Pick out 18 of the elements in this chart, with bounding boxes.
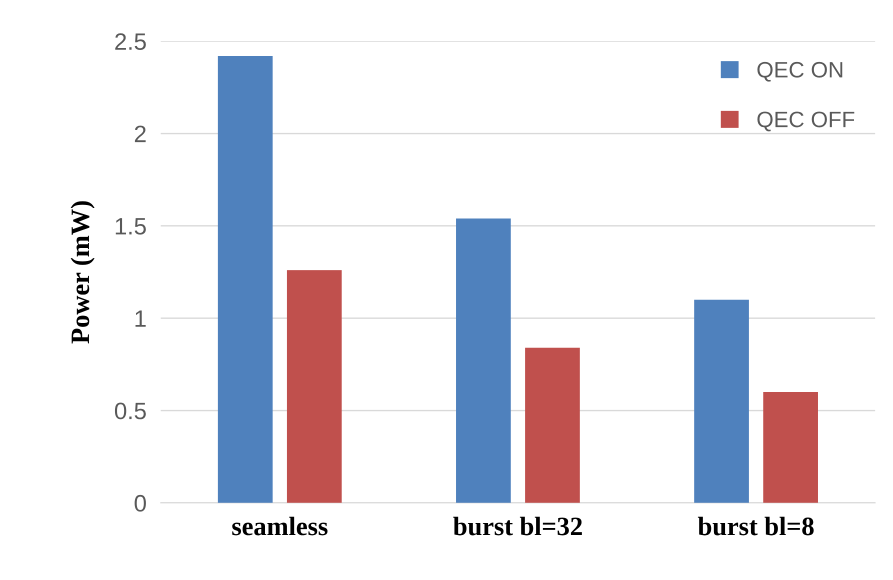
x-tick-label: burst bl=32 (453, 516, 582, 536)
bar (763, 392, 818, 503)
bar (525, 348, 580, 503)
x-tick-label: burst bl=8 (698, 516, 814, 536)
y-tick-label: 1.5 (116, 218, 146, 235)
y-tick-label: 0.5 (114, 402, 146, 420)
x-tick-label: seamless (232, 516, 328, 536)
y-tick-label: 1 (136, 310, 146, 327)
legend-label: QEC OFF (757, 112, 854, 132)
legend-label: QEC ON (757, 62, 842, 82)
bar (218, 56, 273, 503)
bar (456, 218, 511, 503)
bar (694, 300, 749, 503)
y-tick-label: 2 (134, 126, 146, 142)
y-axis-title: Power (mW) (70, 201, 95, 344)
y-tick-label: 0 (134, 494, 146, 512)
y-tick-label: 2.5 (115, 33, 146, 50)
bar (286, 270, 342, 503)
